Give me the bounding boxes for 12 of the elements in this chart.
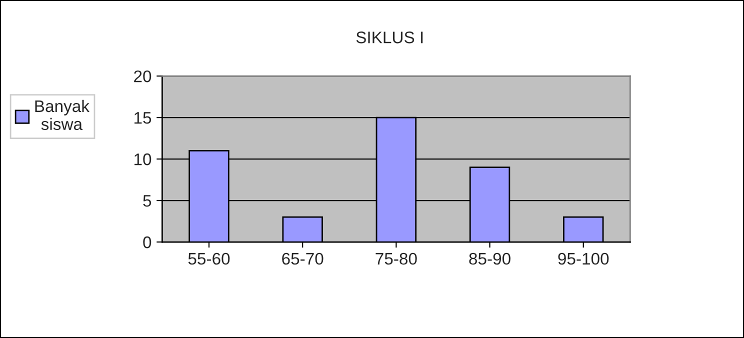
chart-title: SIKLUS I: [356, 32, 423, 44]
x-tick-label: 55-60: [188, 252, 230, 265]
x-tick-label: 65-70: [282, 252, 324, 265]
y-tick-label: 0: [143, 236, 152, 248]
x-tick-label: 75-80: [376, 252, 417, 265]
y-tick-label: 10: [134, 153, 152, 166]
x-tick-label: 95-100: [558, 252, 609, 265]
y-tick-label: 20: [134, 70, 152, 82]
legend-label: Banyak siswa: [35, 100, 90, 130]
y-tick-label: 5: [143, 195, 152, 207]
x-tick-label: 85-90: [469, 252, 510, 265]
y-tick-label: 15: [134, 112, 152, 124]
